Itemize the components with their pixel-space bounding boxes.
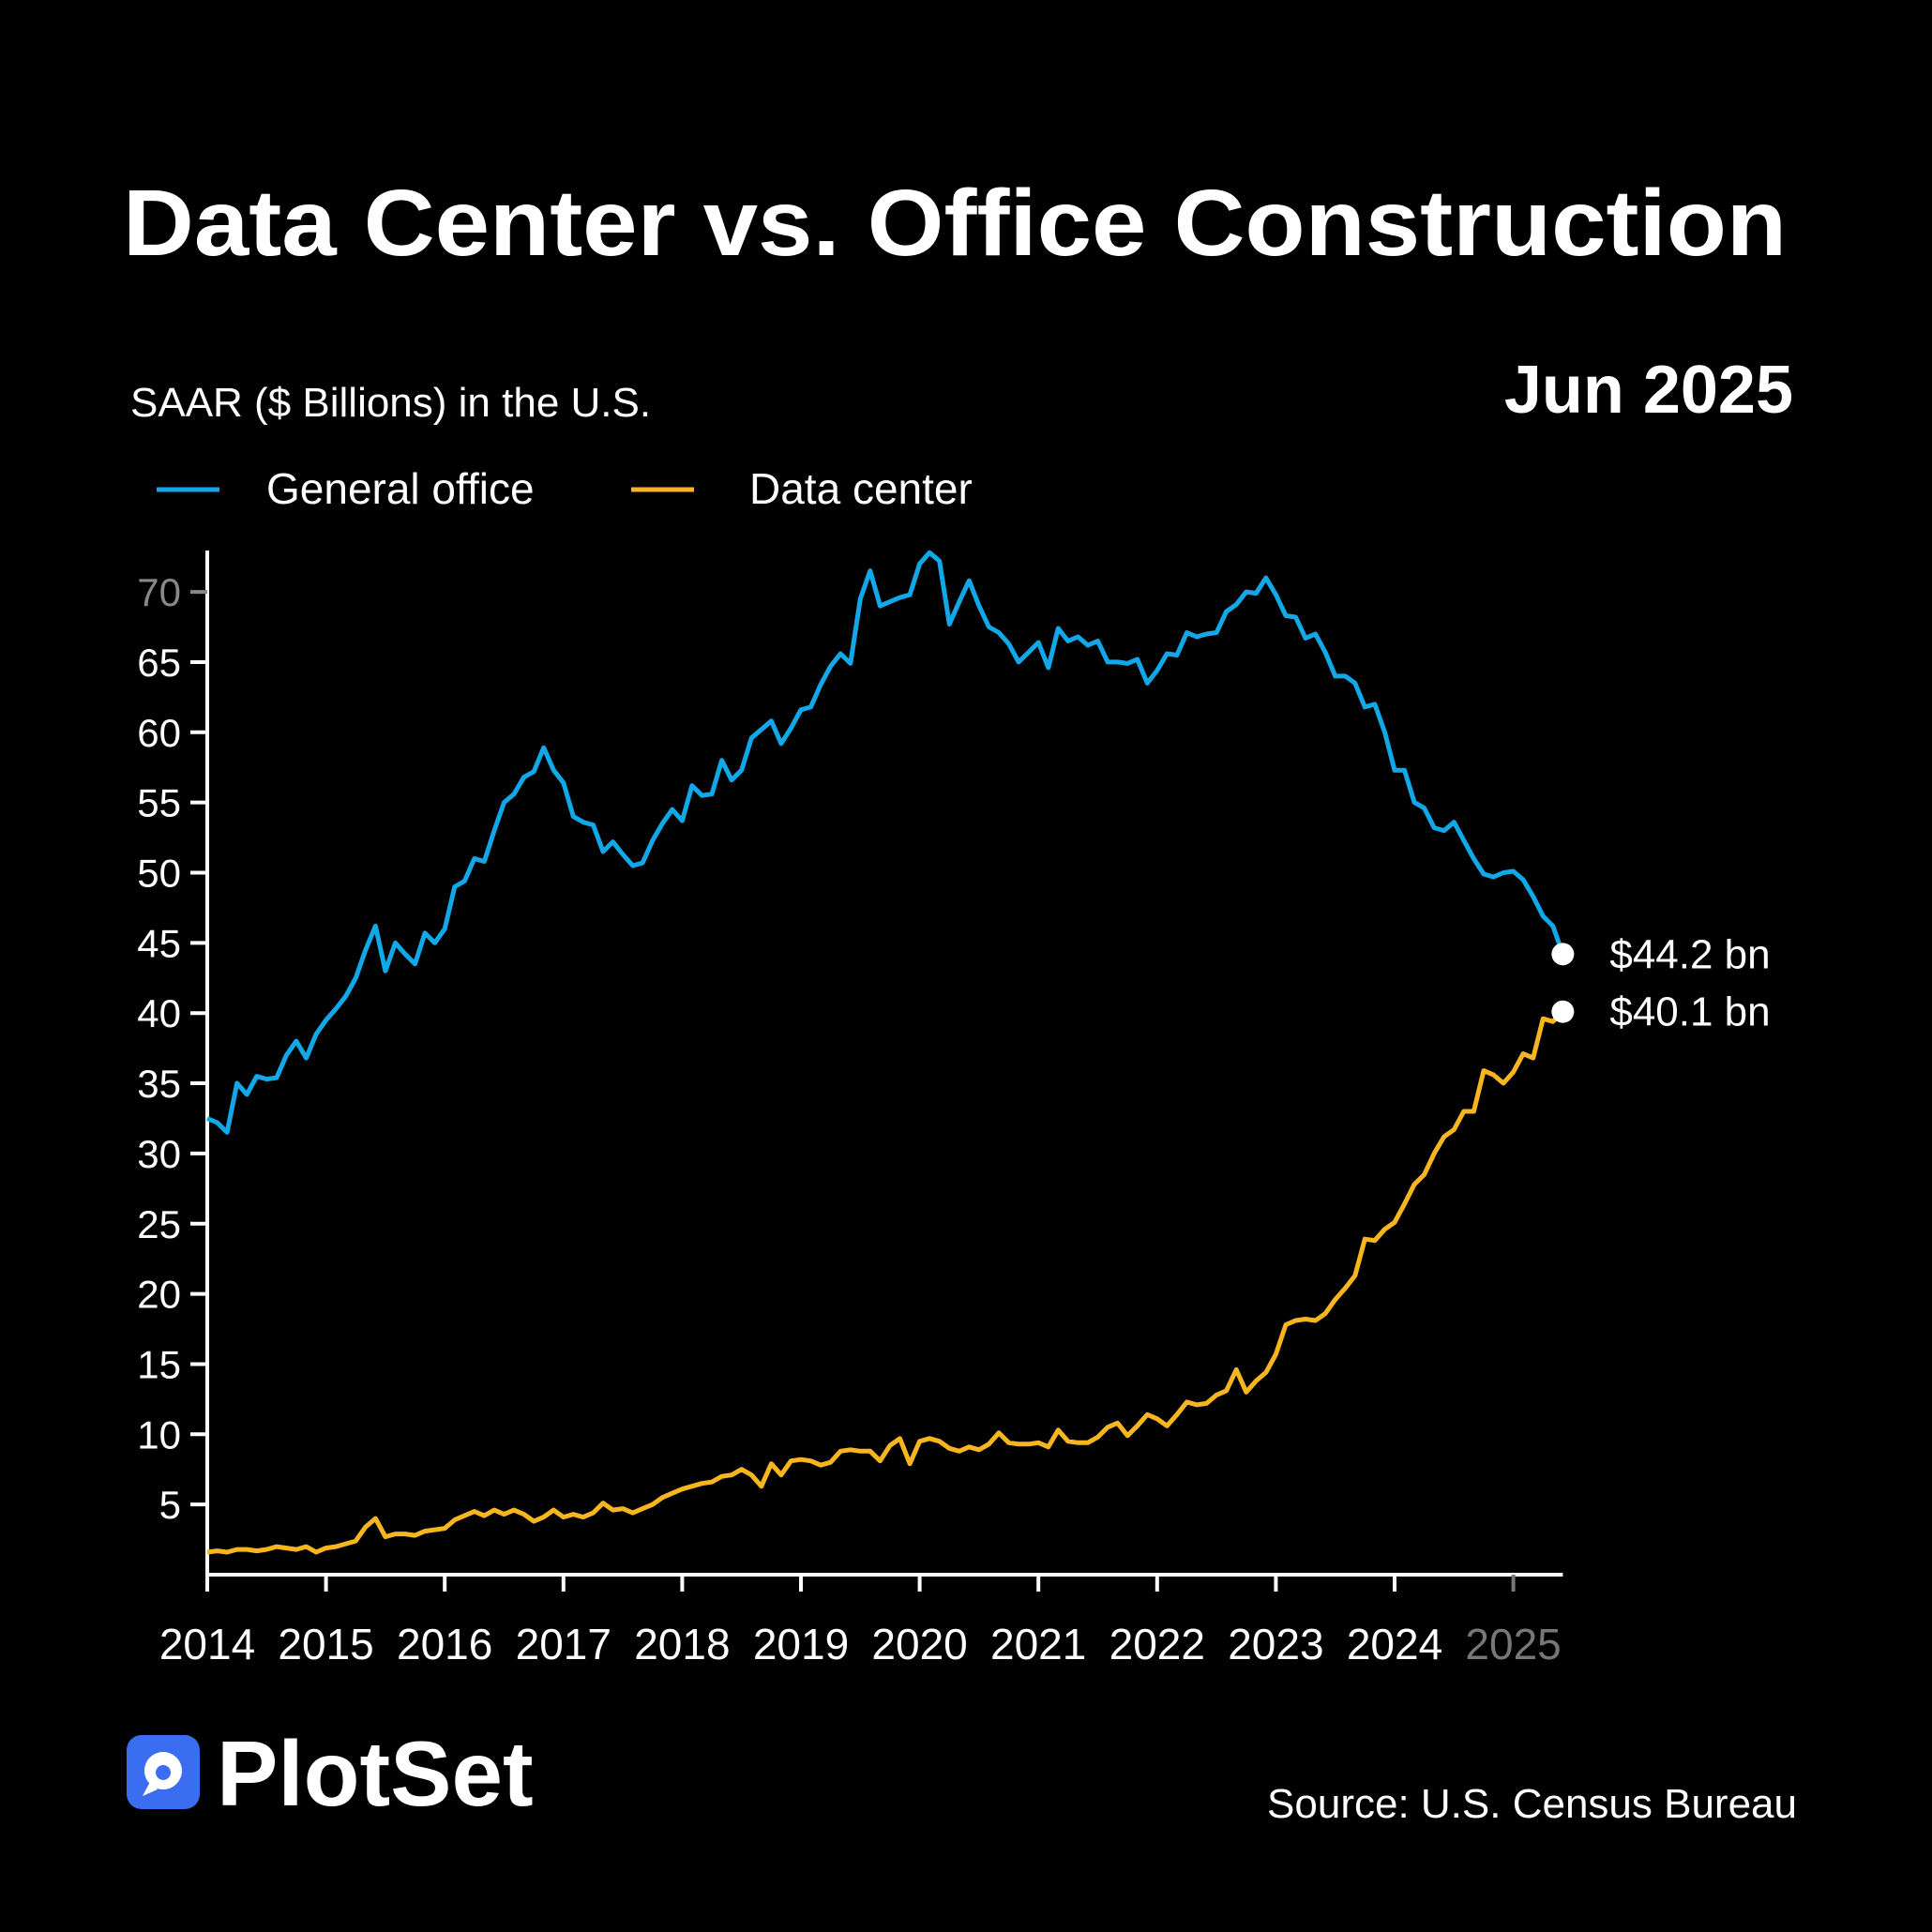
end-value-label: $40.1 bn: [1609, 989, 1770, 1035]
y-tick-label: 70: [137, 570, 181, 614]
x-tick-label: 2025: [1465, 1620, 1561, 1668]
y-tick-label: 10: [137, 1412, 181, 1457]
y-tick-label: 25: [137, 1202, 181, 1246]
x-tick-label: 2024: [1347, 1620, 1442, 1668]
y-tick-label: 65: [137, 641, 181, 685]
plotset-logo-icon: [127, 1735, 200, 1809]
y-tick-label: 30: [137, 1132, 181, 1176]
logo-glyph: [143, 1752, 182, 1790]
y-tick-label: 45: [137, 921, 181, 965]
legend: General office Data center: [157, 464, 973, 513]
y-tick-label: 50: [137, 852, 181, 896]
x-tick-label: 2017: [516, 1620, 611, 1668]
brand-logo: PlotSet: [127, 1722, 534, 1825]
series-line-data-center: [206, 1009, 1565, 1555]
date-label: Jun 2025: [1504, 353, 1793, 428]
legend-label-data-center: Data center: [749, 464, 973, 513]
y-tick-label: 40: [137, 991, 181, 1035]
x-tick-label: 2022: [1109, 1620, 1205, 1668]
end-labels: $44.2 bn $40.1 bn: [1551, 931, 1771, 1035]
legend-label-general-office: General office: [266, 464, 535, 513]
series-lines: [206, 550, 1565, 1555]
end-point-marker: [1551, 1000, 1575, 1023]
x-tick-label: 2018: [634, 1620, 730, 1668]
end-value-label: $44.2 bn: [1609, 931, 1770, 977]
x-tick-label: 2015: [278, 1620, 373, 1668]
logo-glyph-tail: [143, 1782, 158, 1796]
chart-subtitle: SAAR ($ Billions) in the U.S.: [130, 380, 651, 426]
x-tick-label: 2020: [871, 1620, 967, 1668]
x-tick-label: 2019: [753, 1620, 849, 1668]
series-line-general-office: [206, 550, 1565, 1135]
source-note: Source: U.S. Census Bureau: [1267, 1781, 1797, 1827]
y-tick-label: 35: [137, 1062, 181, 1106]
y-tick-label: 15: [137, 1342, 181, 1386]
x-tick-label: 2014: [159, 1620, 255, 1668]
y-tick-label: 55: [137, 781, 181, 825]
y-tick-label: 60: [137, 711, 181, 755]
y-tick-label: 20: [137, 1273, 181, 1317]
x-tick-label: 2023: [1228, 1620, 1323, 1668]
x-tick-label: 2016: [397, 1620, 492, 1668]
y-tick-label: 5: [159, 1483, 181, 1527]
brand-name: PlotSet: [217, 1722, 534, 1825]
x-tick-label: 2021: [990, 1620, 1086, 1668]
chart-title: Data Center vs. Office Construction: [123, 171, 1787, 276]
end-point-marker: [1551, 943, 1575, 966]
